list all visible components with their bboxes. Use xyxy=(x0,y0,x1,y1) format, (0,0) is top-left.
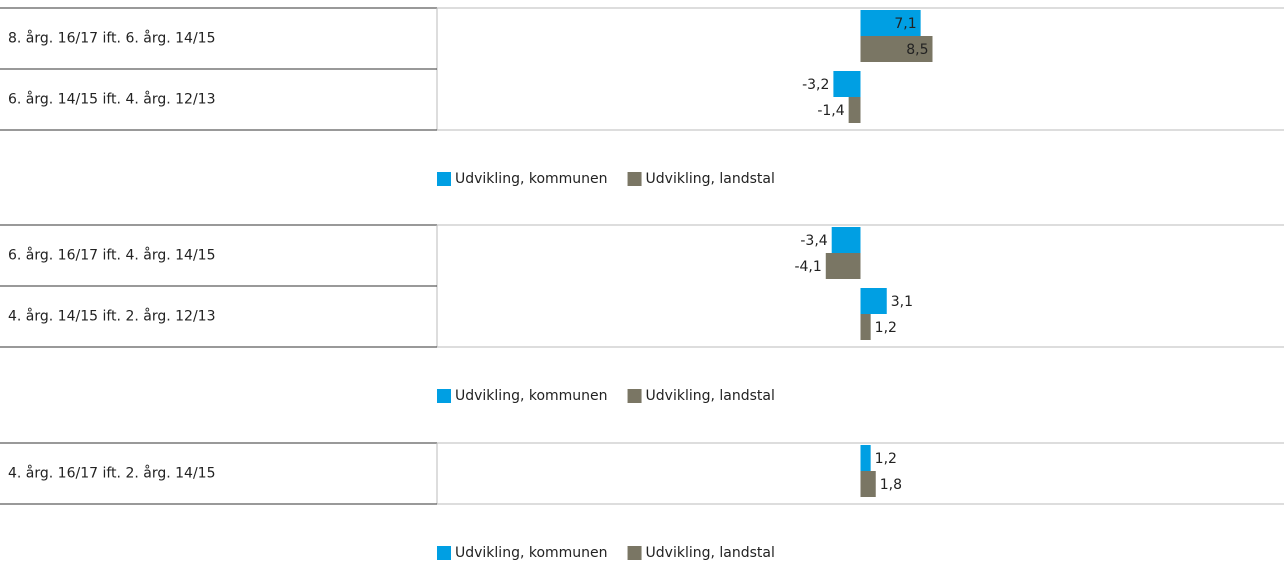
legend-label: Udvikling, kommunen xyxy=(455,388,608,404)
legend-swatch xyxy=(437,389,451,403)
value-label: -4,1 xyxy=(794,259,821,275)
category-label: 6. årg. 16/17 ift. 4. årg. 14/15 xyxy=(8,247,215,264)
bar xyxy=(860,471,876,497)
legend-label: Udvikling, landstal xyxy=(646,388,775,404)
bar xyxy=(860,288,887,314)
value-label: 1,8 xyxy=(880,477,902,493)
legend-swatch xyxy=(627,389,642,403)
legend-swatch xyxy=(437,172,451,186)
legend-swatch xyxy=(627,172,642,186)
value-label: -3,4 xyxy=(800,233,827,249)
bar xyxy=(833,71,861,97)
legend-label: Udvikling, kommunen xyxy=(455,545,608,561)
value-label: 1,2 xyxy=(875,320,897,336)
category-label: 8. årg. 16/17 ift. 6. årg. 14/15 xyxy=(8,30,215,47)
legend-swatch xyxy=(627,546,642,560)
legend-swatch xyxy=(437,546,451,560)
bar xyxy=(848,97,861,123)
value-label: -3,2 xyxy=(802,77,829,93)
value-label: 3,1 xyxy=(891,294,913,310)
bar xyxy=(860,445,871,471)
legend-label: Udvikling, landstal xyxy=(646,545,775,561)
value-label: 8,5 xyxy=(906,42,928,58)
bar xyxy=(860,314,871,340)
legend-label: Udvikling, landstal xyxy=(646,171,775,187)
bar xyxy=(860,10,921,36)
category-label: 6. årg. 14/15 ift. 4. årg. 12/13 xyxy=(8,91,215,108)
value-label: 7,1 xyxy=(894,16,916,32)
value-label: 1,2 xyxy=(875,451,897,467)
bar xyxy=(860,36,933,62)
category-label: 4. årg. 14/15 ift. 2. årg. 12/13 xyxy=(8,308,215,325)
bar xyxy=(825,253,861,279)
legend-label: Udvikling, kommunen xyxy=(455,171,608,187)
category-label: 4. årg. 16/17 ift. 2. årg. 14/15 xyxy=(8,465,215,482)
value-label: -1,4 xyxy=(817,103,844,119)
bar xyxy=(831,227,861,253)
